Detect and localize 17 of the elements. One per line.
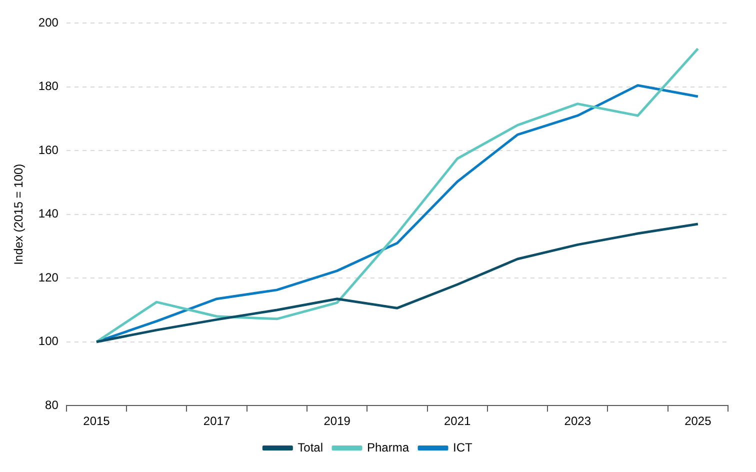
legend-label: ICT xyxy=(453,440,474,454)
y-tick-label: 180 xyxy=(38,79,59,94)
y-tick-label: 80 xyxy=(45,398,59,412)
y-tick-label: 140 xyxy=(38,206,59,221)
y-tick-label: 160 xyxy=(38,142,59,157)
x-tick-label: 2023 xyxy=(564,414,592,428)
x-tick-label: 2015 xyxy=(83,414,110,428)
x-tick-label: 2017 xyxy=(203,414,230,428)
y-axis-title: Index (2015 = 100) xyxy=(12,164,26,265)
y-tick-label: 200 xyxy=(38,16,59,30)
legend-label: Pharma xyxy=(367,440,410,454)
legend-label: Total xyxy=(298,440,324,454)
x-tick-label: 2021 xyxy=(444,414,472,428)
x-tick-label: 2019 xyxy=(324,414,351,428)
x-tick-label: 2025 xyxy=(684,414,712,428)
y-tick-label: 120 xyxy=(38,270,59,284)
y-tick-label: 100 xyxy=(38,334,59,348)
